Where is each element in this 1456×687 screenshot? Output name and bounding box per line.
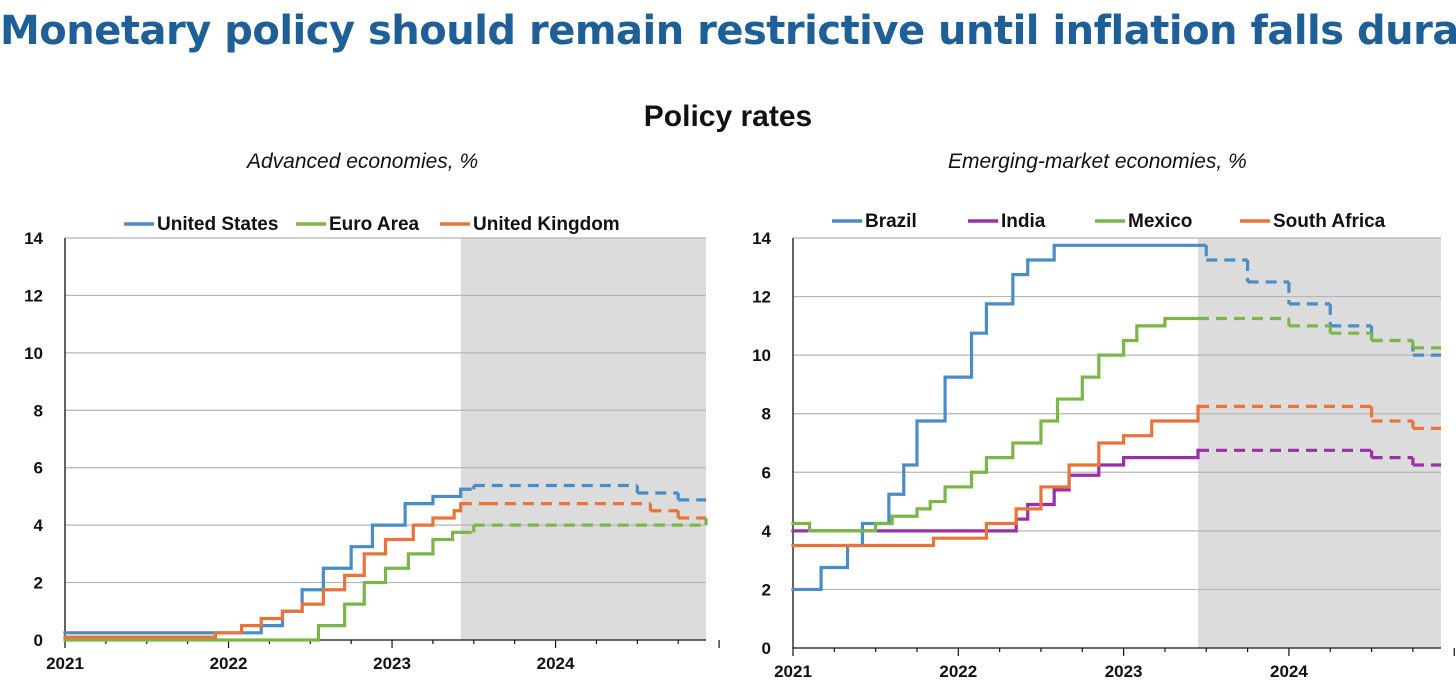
x-tick-label: 2021 [774, 662, 812, 681]
page-title: Monetary policy should remain restrictiv… [0, 8, 1456, 54]
series-line-euro-area-projection [460, 517, 708, 534]
legend: United States Euro Area United Kingdom [124, 214, 620, 235]
series-line-india-projection [1198, 448, 1441, 467]
series-line-south-africa-projection [1198, 404, 1441, 430]
series-line-south-africa-actual [791, 404, 1200, 548]
series-line-mexico-actual [791, 316, 1200, 533]
series-line-united-kingdom-actual [63, 502, 463, 639]
y-tick-label: 14 [752, 229, 771, 248]
series-line-united-states-projection [460, 483, 706, 502]
y-tick-label: 0 [34, 631, 43, 650]
legend-label-united-kingdom: United Kingdom [473, 214, 620, 235]
series-line-india-actual [791, 448, 1200, 533]
legend-label-mexico: Mexico [1128, 211, 1192, 232]
y-tick-label: 0 [762, 639, 771, 658]
y-tick-label: 8 [34, 401, 43, 420]
x-tick-label: 2024 [1270, 662, 1308, 681]
series-line-united-kingdom-projection [460, 502, 706, 520]
x-tick-label: 2022 [210, 654, 248, 673]
y-tick-label: 2 [34, 574, 43, 593]
y-tick-label: 12 [24, 286, 43, 305]
series-euro-area [63, 517, 708, 642]
y-tick-label: 14 [24, 229, 43, 248]
y-tick-label: 10 [752, 346, 771, 365]
chart-group-title: Policy rates [643, 100, 813, 133]
x-tick-label: 2021 [46, 654, 84, 673]
series-mexico [791, 316, 1441, 533]
x-tick-label: 2024 [537, 654, 575, 673]
y-tick-label: 12 [752, 288, 771, 307]
legend-label-united-states: United States [157, 214, 278, 235]
projection-shading [1198, 238, 1441, 648]
y-tick-label: 4 [762, 522, 772, 541]
y-tick-label: 2 [762, 580, 771, 599]
right-panel-subtitle: Emerging-market economies, % [948, 150, 1247, 173]
series-united-states [63, 483, 706, 635]
y-tick-label: 6 [762, 463, 771, 482]
x-tick-label: 2023 [1105, 662, 1143, 681]
series-line-euro-area-actual [63, 530, 463, 642]
legend-label-brazil: Brazil [865, 211, 917, 232]
projection-shading [460, 238, 706, 640]
legend-label-india: India [1001, 211, 1046, 232]
x-tick-label: 2023 [373, 654, 411, 673]
series-south-africa [791, 404, 1441, 548]
y-tick-label: 6 [34, 459, 43, 478]
legend: Brazil India Mexico South Africa [832, 211, 1386, 232]
y-tick-label: 4 [34, 516, 44, 535]
legend-label-euro-area: Euro Area [329, 214, 420, 235]
legend-label-south-africa: South Africa [1273, 211, 1386, 232]
left-panel-subtitle: Advanced economies, % [247, 150, 479, 173]
y-tick-label: 8 [762, 405, 771, 424]
y-tick-label: 10 [24, 344, 43, 363]
series-line-mexico-projection [1198, 316, 1441, 350]
series-united-kingdom [63, 502, 706, 639]
x-tick-label: 2022 [939, 662, 977, 681]
